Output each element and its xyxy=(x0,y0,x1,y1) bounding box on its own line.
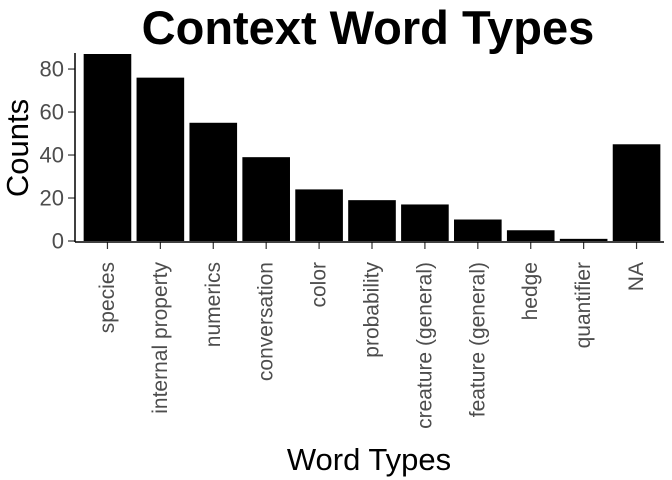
bar-conversation xyxy=(242,157,290,241)
y-axis-ticks: 0 20 40 60 80 xyxy=(40,57,75,254)
x-tick-label: species xyxy=(96,262,119,333)
bar-na xyxy=(612,144,661,241)
bar-hedge xyxy=(506,230,555,241)
bar-probability xyxy=(348,200,396,241)
x-tick-label: conversation xyxy=(255,262,278,381)
x-tick-label: feature (general) xyxy=(466,262,489,417)
x-tick-label: numerics xyxy=(202,262,225,347)
y-tick-label: 80 xyxy=(40,57,64,82)
y-tick-label: 40 xyxy=(40,143,64,168)
chart-title: Context Word Types xyxy=(142,1,595,54)
x-tick-label: NA xyxy=(625,262,648,291)
x-tick-label: quantifier xyxy=(572,262,595,348)
x-tick-label: color xyxy=(308,262,331,308)
bar-species xyxy=(83,54,132,241)
bar-internal-property xyxy=(136,77,185,241)
bar-feature-general- xyxy=(454,219,502,241)
bar-color xyxy=(295,189,343,241)
x-axis-ticks: species internal property numerics conversa… xyxy=(96,242,648,429)
y-axis-title: Counts xyxy=(0,99,35,197)
y-tick-label: 60 xyxy=(40,100,64,125)
bar-creature-general- xyxy=(401,204,449,241)
y-tick-label: 0 xyxy=(52,229,64,254)
x-tick-label: hedge xyxy=(519,262,542,320)
x-tick-label: creature (general) xyxy=(413,262,436,429)
y-tick-label: 20 xyxy=(40,186,64,211)
bars-group xyxy=(83,54,661,241)
bar-numerics xyxy=(189,122,238,241)
x-axis-title: Word Types xyxy=(287,442,451,477)
x-tick-label: probability xyxy=(361,262,384,358)
x-tick-label: internal property xyxy=(149,262,172,414)
bar-quantifier xyxy=(559,238,608,241)
